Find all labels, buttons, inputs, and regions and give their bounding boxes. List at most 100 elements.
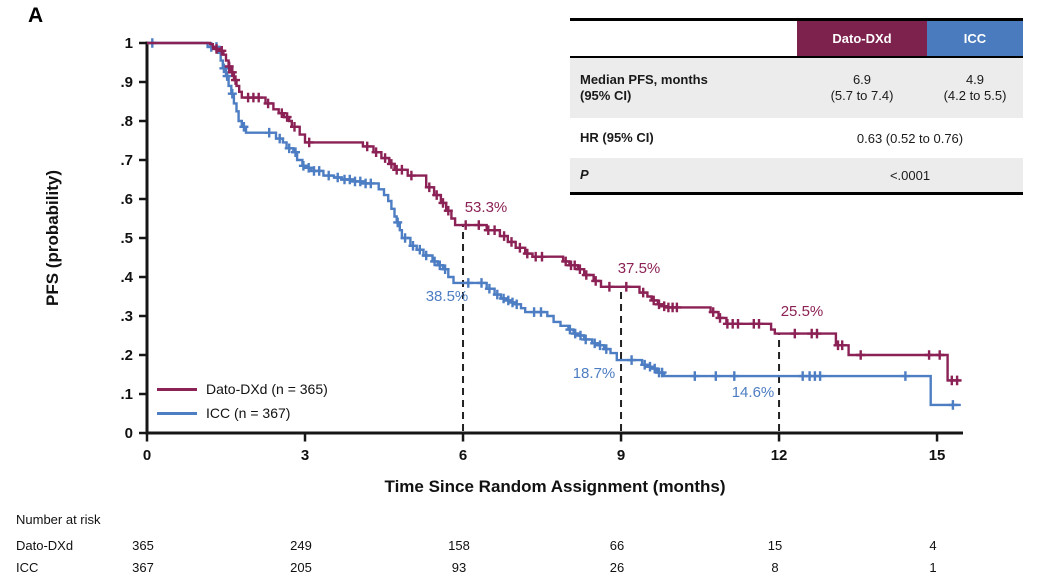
dato-censor-mark — [254, 92, 264, 103]
icc-censor-mark — [690, 371, 700, 381]
icc-censor-mark — [415, 244, 425, 255]
dato-censor-mark — [507, 237, 516, 247]
median-pfs-label-line2: (95% CI) — [580, 88, 632, 103]
x-tick-label: 6 — [459, 447, 467, 464]
icc-censor-mark — [536, 307, 546, 317]
dato-censor-mark — [424, 182, 434, 193]
median-pfs-label-line1: Median PFS, months — [580, 72, 708, 87]
icc-censor-mark — [463, 278, 473, 288]
landmark-annotation: 14.6% — [732, 384, 775, 401]
risk-table-title: Number at risk — [16, 512, 101, 527]
icc-censor-mark — [601, 344, 611, 354]
icc-censor-mark — [590, 338, 600, 349]
dato-censor-mark — [212, 44, 221, 54]
risk-value: 367 — [132, 560, 154, 575]
risk-row-icc-label: ICC — [16, 560, 39, 575]
dato-censor-mark — [231, 75, 240, 85]
dato-censor-mark — [380, 153, 390, 163]
dato-censor-mark — [443, 205, 453, 216]
dato-censor-mark — [638, 287, 648, 298]
risk-value: 1 — [929, 560, 937, 575]
dato-censor-mark — [570, 260, 580, 271]
dato-censor-mark — [432, 190, 442, 200]
dato-censor-mark — [604, 281, 614, 292]
y-tick-label: .5 — [120, 230, 133, 247]
dato-censor-mark — [856, 350, 866, 360]
summary-row-hr: HR (95% CI) 0.63 (0.52 to 0.76) — [570, 118, 1023, 158]
icc-censor-mark — [314, 166, 324, 176]
panel-label: A — [28, 4, 44, 27]
y-tick-label: .2 — [120, 347, 133, 364]
x-tick-label: 0 — [143, 447, 151, 464]
icc-censor-mark — [512, 299, 522, 310]
risk-value: 66 — [609, 538, 625, 553]
dato-censor-mark — [282, 112, 292, 122]
icc-censor-mark — [729, 371, 739, 381]
dato-censor-mark — [672, 302, 682, 313]
p-value: <.0001 — [889, 167, 931, 183]
dato-censor-mark — [924, 350, 934, 360]
icc-censor-mark — [948, 400, 958, 410]
risk-value: 249 — [290, 538, 312, 553]
landmark-annotation: 18.7% — [573, 365, 616, 382]
hr-label: HR (95% CI) — [580, 130, 654, 145]
risk-value: 26 — [609, 560, 625, 575]
icc-censor-mark — [430, 256, 440, 267]
icc-censor-mark — [576, 330, 585, 341]
summary-header-blank-cell — [570, 21, 797, 56]
dato-censor-mark — [837, 340, 847, 351]
y-tick-label: .9 — [120, 74, 133, 91]
summary-row-median: Median PFS, months (95% CI) 6.9 (5.7 to … — [570, 58, 1023, 118]
dato-censor-mark — [790, 328, 800, 339]
risk-row-dato: Dato-DXd 365 249 158 66 15 4 — [0, 538, 1037, 554]
icc-censor-mark — [581, 334, 591, 345]
icc-censor-mark — [355, 176, 365, 187]
legend: Dato-DXd (n = 365) ICC (n = 367) — [157, 377, 328, 425]
dato-censor-mark — [217, 46, 227, 56]
dato-censor-mark — [263, 98, 273, 109]
legend-swatch-icc — [157, 411, 197, 415]
dato-censor-mark — [522, 248, 532, 259]
median-icc-ci: (4.2 to 5.5) — [943, 88, 1007, 103]
summary-table: Dato-DXd ICC Median PFS, months (95% CI)… — [570, 18, 1023, 195]
dato-censor-mark — [591, 276, 601, 286]
y-tick-label: 0 — [125, 425, 133, 442]
dato-censor-mark — [406, 170, 416, 181]
dato-censor-mark — [277, 108, 287, 118]
dato-censor-mark — [490, 225, 500, 235]
y-tick-label: .3 — [120, 308, 133, 325]
icc-censor-mark — [264, 127, 274, 138]
icc-censor-mark — [900, 371, 910, 381]
summary-header-icc-cell: ICC — [927, 21, 1023, 56]
icc-censor-mark — [640, 359, 650, 370]
dato-censor-mark — [708, 307, 718, 317]
median-icc-months: 4.9 — [965, 72, 985, 87]
legend-label-dato: Dato-DXd (n = 365) — [206, 381, 328, 397]
x-tick-label: 12 — [771, 447, 788, 464]
legend-item-icc: ICC (n = 367) — [157, 401, 328, 425]
median-pfs-dato-value: 6.9 (5.7 to 7.4) — [797, 72, 927, 104]
icc-censor-mark — [222, 71, 232, 81]
icc-censor-mark — [711, 371, 721, 381]
dato-censor-mark — [371, 147, 381, 157]
y-tick-label: .7 — [120, 152, 133, 169]
legend-label-icc: ICC (n = 367) — [206, 405, 291, 421]
icc-censor-mark — [304, 163, 314, 173]
icc-censor-mark — [239, 122, 249, 132]
risk-value: 8 — [771, 560, 779, 575]
dato-censor-mark — [397, 164, 407, 175]
icc-censor-mark — [570, 328, 580, 339]
x-tick-label: 9 — [617, 447, 625, 464]
icc-censor-mark — [565, 324, 575, 335]
y-tick-label: .4 — [120, 269, 133, 286]
dato-censor-mark — [515, 242, 525, 253]
icc-censor-mark — [435, 260, 445, 271]
x-tick-label: 15 — [929, 447, 946, 464]
median-pfs-label: Median PFS, months (95% CI) — [570, 72, 797, 104]
dato-censor-mark — [461, 220, 471, 230]
risk-value: 158 — [448, 538, 470, 553]
icc-censor-mark — [815, 371, 825, 381]
icc-censor-mark — [484, 283, 494, 294]
